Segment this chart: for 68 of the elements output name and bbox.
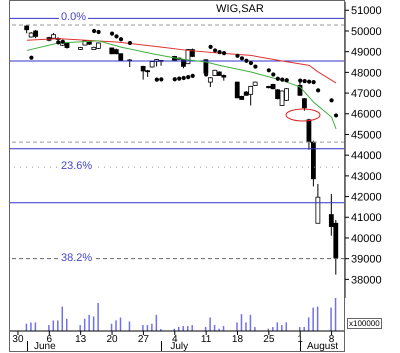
y-tick-label: 40000 [351,232,382,245]
point [307,80,312,84]
point [266,68,271,72]
point [182,76,186,80]
point [212,48,218,53]
annotation: 23.6% [59,160,94,174]
y-tick-label: 42000 [351,191,382,204]
point [235,54,240,58]
point [96,30,101,34]
candlestick [248,85,254,106]
y-tick-label: 47000 [351,88,382,100]
line-series [26,40,337,130]
point [217,50,222,54]
point [92,28,96,34]
point [244,58,249,63]
point [280,78,284,82]
point [334,113,338,118]
y-tick-label: 48000 [351,67,382,80]
point [128,40,132,46]
y-tick-label: 50000 [351,26,382,38]
candlestick [302,98,307,112]
annotation: 38.2% [59,252,94,265]
point [284,78,289,82]
point [154,78,159,82]
point [329,98,334,102]
x-tick-label: 25 [263,334,275,345]
candlestick [234,80,240,99]
point [118,37,124,42]
point [110,32,114,36]
point [186,75,190,80]
point [159,77,164,82]
point [271,72,276,77]
y-tick-label: 41000 [351,212,382,224]
x-tick-label: 11 [200,334,212,345]
annotation: 0.0% [59,11,88,24]
point [248,60,254,66]
x-tick-label: 27 [138,334,150,345]
point [312,80,316,84]
chart-title: WIG,SAR [205,3,275,15]
point [298,78,302,83]
point [190,74,195,78]
point [316,88,320,92]
candlestick [140,65,146,80]
y-tick-label: 39000 [351,254,382,266]
y-axis-title: x100000 [347,318,382,329]
y-tick-label: 45000 [351,129,382,142]
point [276,76,280,81]
x-tick-label: 30 [12,334,24,345]
point [172,77,177,82]
point [253,64,258,69]
point [114,34,119,38]
point [56,40,60,44]
y-tick-label: 46000 [351,108,382,121]
y-tick-label: 38000 [351,274,382,286]
line-series [26,38,337,84]
y-tick-label: 49000 [351,46,382,59]
x-tick-label: 20 [106,334,118,345]
point [29,56,34,60]
x-tick-label: 18 [232,334,244,345]
point [240,56,244,60]
point [222,51,226,56]
point [302,78,307,84]
point [177,76,182,81]
y-tick-label: 51000 [351,5,382,18]
x-tick-label: 13 [75,334,87,345]
point [208,44,213,50]
y-tick-label: 43000 [351,170,382,183]
y-tick-label: 44000 [351,150,382,162]
